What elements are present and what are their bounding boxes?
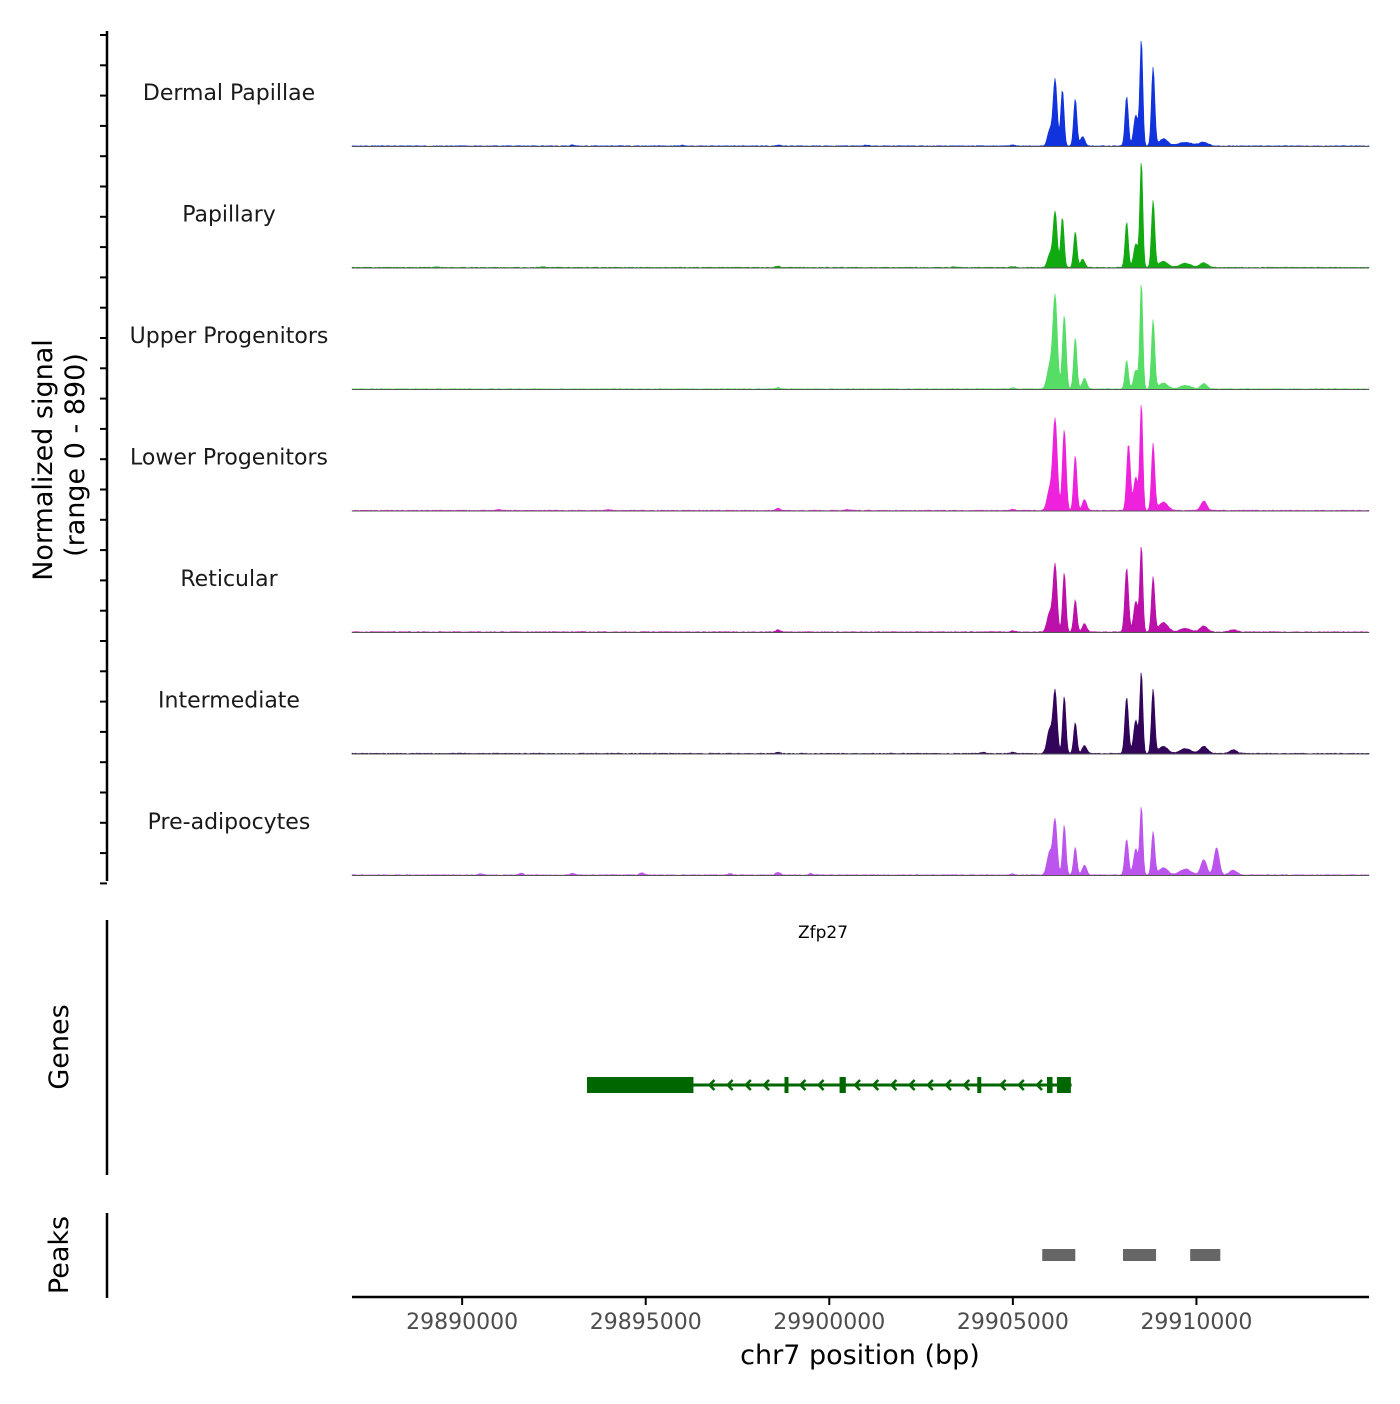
coverage-area xyxy=(351,405,1370,512)
track-papillary: Papillary xyxy=(182,162,1370,269)
gene-strand-arrow xyxy=(1035,1079,1043,1091)
track-upper-progenitors: Upper Progenitors xyxy=(130,284,1370,390)
x-tick-label: 29900000 xyxy=(773,1310,885,1335)
coverage-tracks: Dermal Papillae Papillary Upper Progenitor… xyxy=(130,41,1370,876)
coverage-area xyxy=(351,162,1370,269)
gene-strand-arrow xyxy=(998,1079,1007,1091)
gene-strand-arrow xyxy=(744,1079,752,1091)
coverage-area xyxy=(351,807,1370,876)
y-axis-label-line2: (range 0 - 890) xyxy=(60,353,91,557)
track-label: Pre-adipocytes xyxy=(148,810,311,835)
gene-strand-arrow xyxy=(871,1079,880,1091)
gene-strand-arrow xyxy=(944,1079,952,1091)
gene-exon xyxy=(784,1077,789,1093)
x-tick-label: 29890000 xyxy=(406,1310,518,1335)
gene-exon xyxy=(1056,1077,1071,1093)
coverage-area xyxy=(351,41,1370,147)
gene-strand-arrow xyxy=(853,1079,861,1091)
peak-region xyxy=(1190,1249,1221,1261)
track-lower-progenitors: Lower Progenitors xyxy=(130,405,1370,512)
track-label: Upper Progenitors xyxy=(130,324,329,349)
track-label: Lower Progenitors xyxy=(130,446,328,471)
gene-exon xyxy=(977,1077,982,1093)
x-tick-label: 29905000 xyxy=(957,1310,1069,1335)
gene-strand-arrow xyxy=(725,1079,734,1091)
gene-strand-arrow xyxy=(907,1079,916,1091)
x-tick-label: 29910000 xyxy=(1140,1310,1252,1335)
gene-strand-arrow xyxy=(762,1079,770,1091)
coverage-area xyxy=(351,546,1370,633)
axes: 29890000 29895000 29900000 29905000 29910000 xyxy=(100,31,1369,1335)
gene-name-label: Zfp27 xyxy=(798,923,848,943)
x-tick-label: 29895000 xyxy=(590,1310,702,1335)
gene-strand-arrow xyxy=(926,1079,934,1091)
gene-exon xyxy=(586,1077,694,1093)
y-axis-label-line1: Normalized signal xyxy=(28,339,59,581)
x-axis-label: chr7 position (bp) xyxy=(740,1340,980,1371)
gene-exon xyxy=(1047,1077,1053,1093)
track-label: Intermediate xyxy=(158,689,300,714)
gene-strand-arrow xyxy=(707,1079,716,1091)
track-pre-adipocytes: Pre-adipocytes xyxy=(148,807,1370,876)
gene-strand-arrow xyxy=(798,1079,807,1091)
peaks-panel-label: Peaks xyxy=(44,1216,75,1294)
track-label: Reticular xyxy=(180,567,278,592)
gene-strand-arrow xyxy=(889,1079,898,1091)
peak-regions xyxy=(1042,1249,1221,1261)
gene-strand-arrow xyxy=(1017,1079,1025,1091)
genes-panel-label: Genes xyxy=(44,1004,75,1089)
gene-strand-arrow xyxy=(816,1079,825,1091)
track-dermal-papillae: Dermal Papillae xyxy=(143,41,1370,147)
gene-exon xyxy=(839,1077,846,1093)
peak-region xyxy=(1123,1249,1157,1261)
track-intermediate: Intermediate xyxy=(158,672,1370,755)
gene-strand-arrow xyxy=(962,1079,971,1091)
track-label: Dermal Papillae xyxy=(143,81,315,106)
track-label: Papillary xyxy=(182,203,276,228)
gene-model xyxy=(586,1077,1072,1093)
track-reticular: Reticular xyxy=(180,546,1370,633)
coverage-area xyxy=(351,284,1370,390)
peak-region xyxy=(1042,1249,1076,1261)
coverage-area xyxy=(351,672,1370,755)
